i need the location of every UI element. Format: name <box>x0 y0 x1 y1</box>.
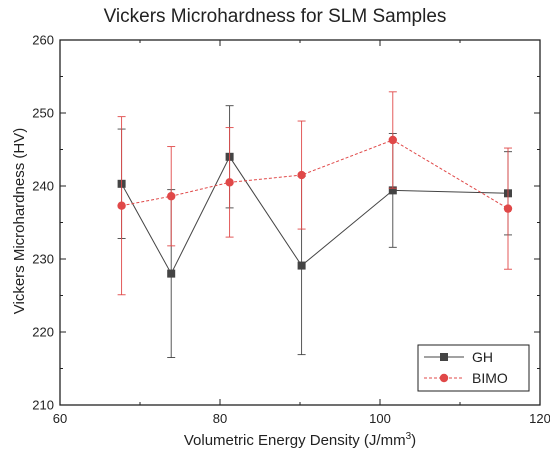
legend-marker <box>440 353 448 361</box>
legend-label: BIMO <box>472 370 508 386</box>
data-point <box>388 186 397 195</box>
x-axis-label-sup: 3 <box>405 431 412 442</box>
data-point <box>388 135 397 145</box>
series-line <box>121 155 509 275</box>
legend-marker <box>439 373 449 383</box>
y-tick-label: 250 <box>32 106 54 121</box>
chart-title: Vickers Microhardness for SLM Samples <box>103 6 447 27</box>
series-gh <box>117 105 512 358</box>
x-tick-label: 120 <box>529 411 550 426</box>
x-tick-label: 80 <box>213 411 227 426</box>
data-point <box>503 204 513 213</box>
data-point <box>167 269 176 278</box>
x-axis-label-suffix: ) <box>411 432 417 449</box>
data-point <box>297 170 306 180</box>
y-tick-label: 260 <box>32 33 54 48</box>
y-tick-label: 230 <box>32 252 54 267</box>
legend-label: GH <box>472 349 493 365</box>
series-line <box>121 139 509 210</box>
legend: GH BIMO <box>417 344 530 392</box>
x-axis-label-text: Volumetric Energy Density (J/mm <box>183 432 406 449</box>
legend-box <box>417 344 530 392</box>
data-point <box>167 192 176 201</box>
y-tick-label: 210 <box>32 398 54 413</box>
x-axis-label: Volumetric Energy Density (J/mm3) <box>60 431 540 449</box>
x-tick-label: 100 <box>369 411 391 426</box>
series-bimo <box>117 91 513 296</box>
y-axis-label: Vickers Microhardness (HV) <box>11 127 28 315</box>
y-tick-label: 220 <box>32 325 54 340</box>
data-point <box>117 201 126 210</box>
y-tick-label: 240 <box>32 179 54 194</box>
x-tick-label: 60 <box>53 411 67 426</box>
data-point <box>297 261 306 270</box>
data-point <box>225 178 234 187</box>
